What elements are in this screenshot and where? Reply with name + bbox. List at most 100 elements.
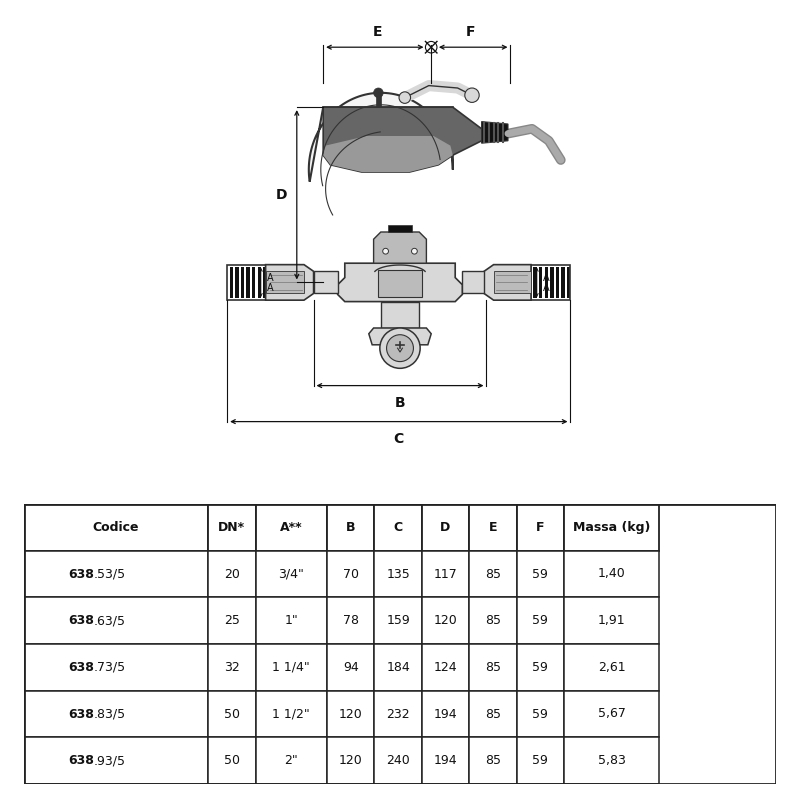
- Bar: [374, 690, 422, 738]
- Bar: [208, 598, 256, 644]
- Text: 59: 59: [532, 567, 548, 581]
- Bar: [422, 550, 469, 598]
- Bar: [256, 550, 327, 598]
- Bar: [241, 266, 244, 298]
- Bar: [327, 550, 374, 598]
- Bar: [374, 504, 422, 550]
- Text: F: F: [536, 521, 545, 534]
- Text: 638: 638: [68, 567, 94, 581]
- Bar: [252, 266, 255, 298]
- Bar: [208, 738, 256, 784]
- Text: B: B: [346, 521, 355, 534]
- Bar: [256, 690, 327, 738]
- Bar: [545, 266, 548, 298]
- Text: 638: 638: [68, 614, 94, 627]
- Text: 85: 85: [485, 661, 501, 674]
- Bar: [24, 504, 208, 550]
- Bar: [422, 738, 469, 784]
- Bar: [564, 504, 659, 550]
- Polygon shape: [484, 265, 531, 300]
- Text: 20: 20: [224, 567, 240, 581]
- Text: 1 1/2": 1 1/2": [273, 707, 310, 721]
- Text: 1": 1": [285, 614, 298, 627]
- Text: 1,40: 1,40: [598, 567, 626, 581]
- Bar: [24, 550, 208, 598]
- Text: .73/5: .73/5: [94, 661, 126, 674]
- Circle shape: [382, 248, 389, 254]
- Polygon shape: [314, 271, 338, 294]
- Bar: [422, 598, 469, 644]
- Text: A: A: [542, 273, 549, 282]
- Circle shape: [399, 92, 410, 103]
- Bar: [327, 690, 374, 738]
- Polygon shape: [494, 271, 531, 294]
- Text: B: B: [394, 396, 406, 410]
- Circle shape: [386, 334, 414, 362]
- Text: 5,83: 5,83: [598, 754, 626, 767]
- Text: DN*: DN*: [218, 521, 246, 534]
- Polygon shape: [266, 271, 304, 294]
- Bar: [517, 690, 564, 738]
- Bar: [374, 550, 422, 598]
- Bar: [208, 690, 256, 738]
- Text: 120: 120: [339, 754, 362, 767]
- Bar: [422, 644, 469, 690]
- Bar: [517, 550, 564, 598]
- Bar: [556, 266, 559, 298]
- Bar: [517, 738, 564, 784]
- Text: 638: 638: [68, 661, 94, 674]
- Text: D: D: [276, 188, 287, 202]
- Bar: [469, 644, 517, 690]
- Text: 232: 232: [386, 707, 410, 721]
- Bar: [208, 644, 256, 690]
- Text: 85: 85: [485, 707, 501, 721]
- Bar: [374, 598, 422, 644]
- Text: 120: 120: [434, 614, 458, 627]
- Text: 50: 50: [224, 707, 240, 721]
- Text: 78: 78: [342, 614, 358, 627]
- Text: Massa (kg): Massa (kg): [573, 521, 650, 534]
- Bar: [564, 738, 659, 784]
- Text: A: A: [542, 283, 549, 293]
- Bar: [564, 550, 659, 598]
- Text: 117: 117: [434, 567, 458, 581]
- Bar: [517, 598, 564, 644]
- Text: 85: 85: [485, 614, 501, 627]
- Bar: [374, 644, 422, 690]
- Circle shape: [374, 88, 383, 98]
- Bar: [246, 266, 250, 298]
- Bar: [469, 550, 517, 598]
- Bar: [374, 738, 422, 784]
- Bar: [469, 598, 517, 644]
- Bar: [256, 738, 327, 784]
- Bar: [256, 504, 327, 550]
- Bar: [550, 266, 554, 298]
- Bar: [24, 738, 208, 784]
- Text: E: E: [373, 25, 382, 38]
- Text: 135: 135: [386, 567, 410, 581]
- Text: C: C: [394, 521, 402, 534]
- Bar: [564, 598, 659, 644]
- Text: A: A: [266, 283, 273, 293]
- Bar: [422, 504, 469, 550]
- Text: 2": 2": [285, 754, 298, 767]
- Text: 32: 32: [224, 661, 240, 674]
- Bar: [567, 266, 570, 298]
- Text: E: E: [489, 521, 497, 534]
- Text: 194: 194: [434, 754, 458, 767]
- Bar: [327, 644, 374, 690]
- Bar: [422, 690, 469, 738]
- Bar: [256, 598, 327, 644]
- Text: 5,67: 5,67: [598, 707, 626, 721]
- Bar: [208, 504, 256, 550]
- Bar: [469, 690, 517, 738]
- Text: 94: 94: [343, 661, 358, 674]
- Polygon shape: [381, 302, 419, 328]
- Polygon shape: [388, 225, 412, 232]
- Bar: [378, 270, 422, 297]
- Bar: [564, 690, 659, 738]
- Bar: [327, 504, 374, 550]
- Text: A: A: [266, 273, 273, 282]
- Bar: [24, 690, 208, 738]
- Text: .93/5: .93/5: [94, 754, 126, 767]
